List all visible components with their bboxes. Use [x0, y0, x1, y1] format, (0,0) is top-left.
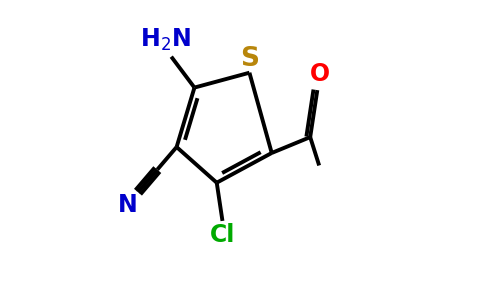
Text: O: O: [310, 62, 330, 86]
Text: Cl: Cl: [210, 223, 235, 247]
Text: H$_2$N: H$_2$N: [140, 27, 191, 53]
Text: N: N: [118, 193, 137, 217]
Text: S: S: [240, 46, 259, 72]
